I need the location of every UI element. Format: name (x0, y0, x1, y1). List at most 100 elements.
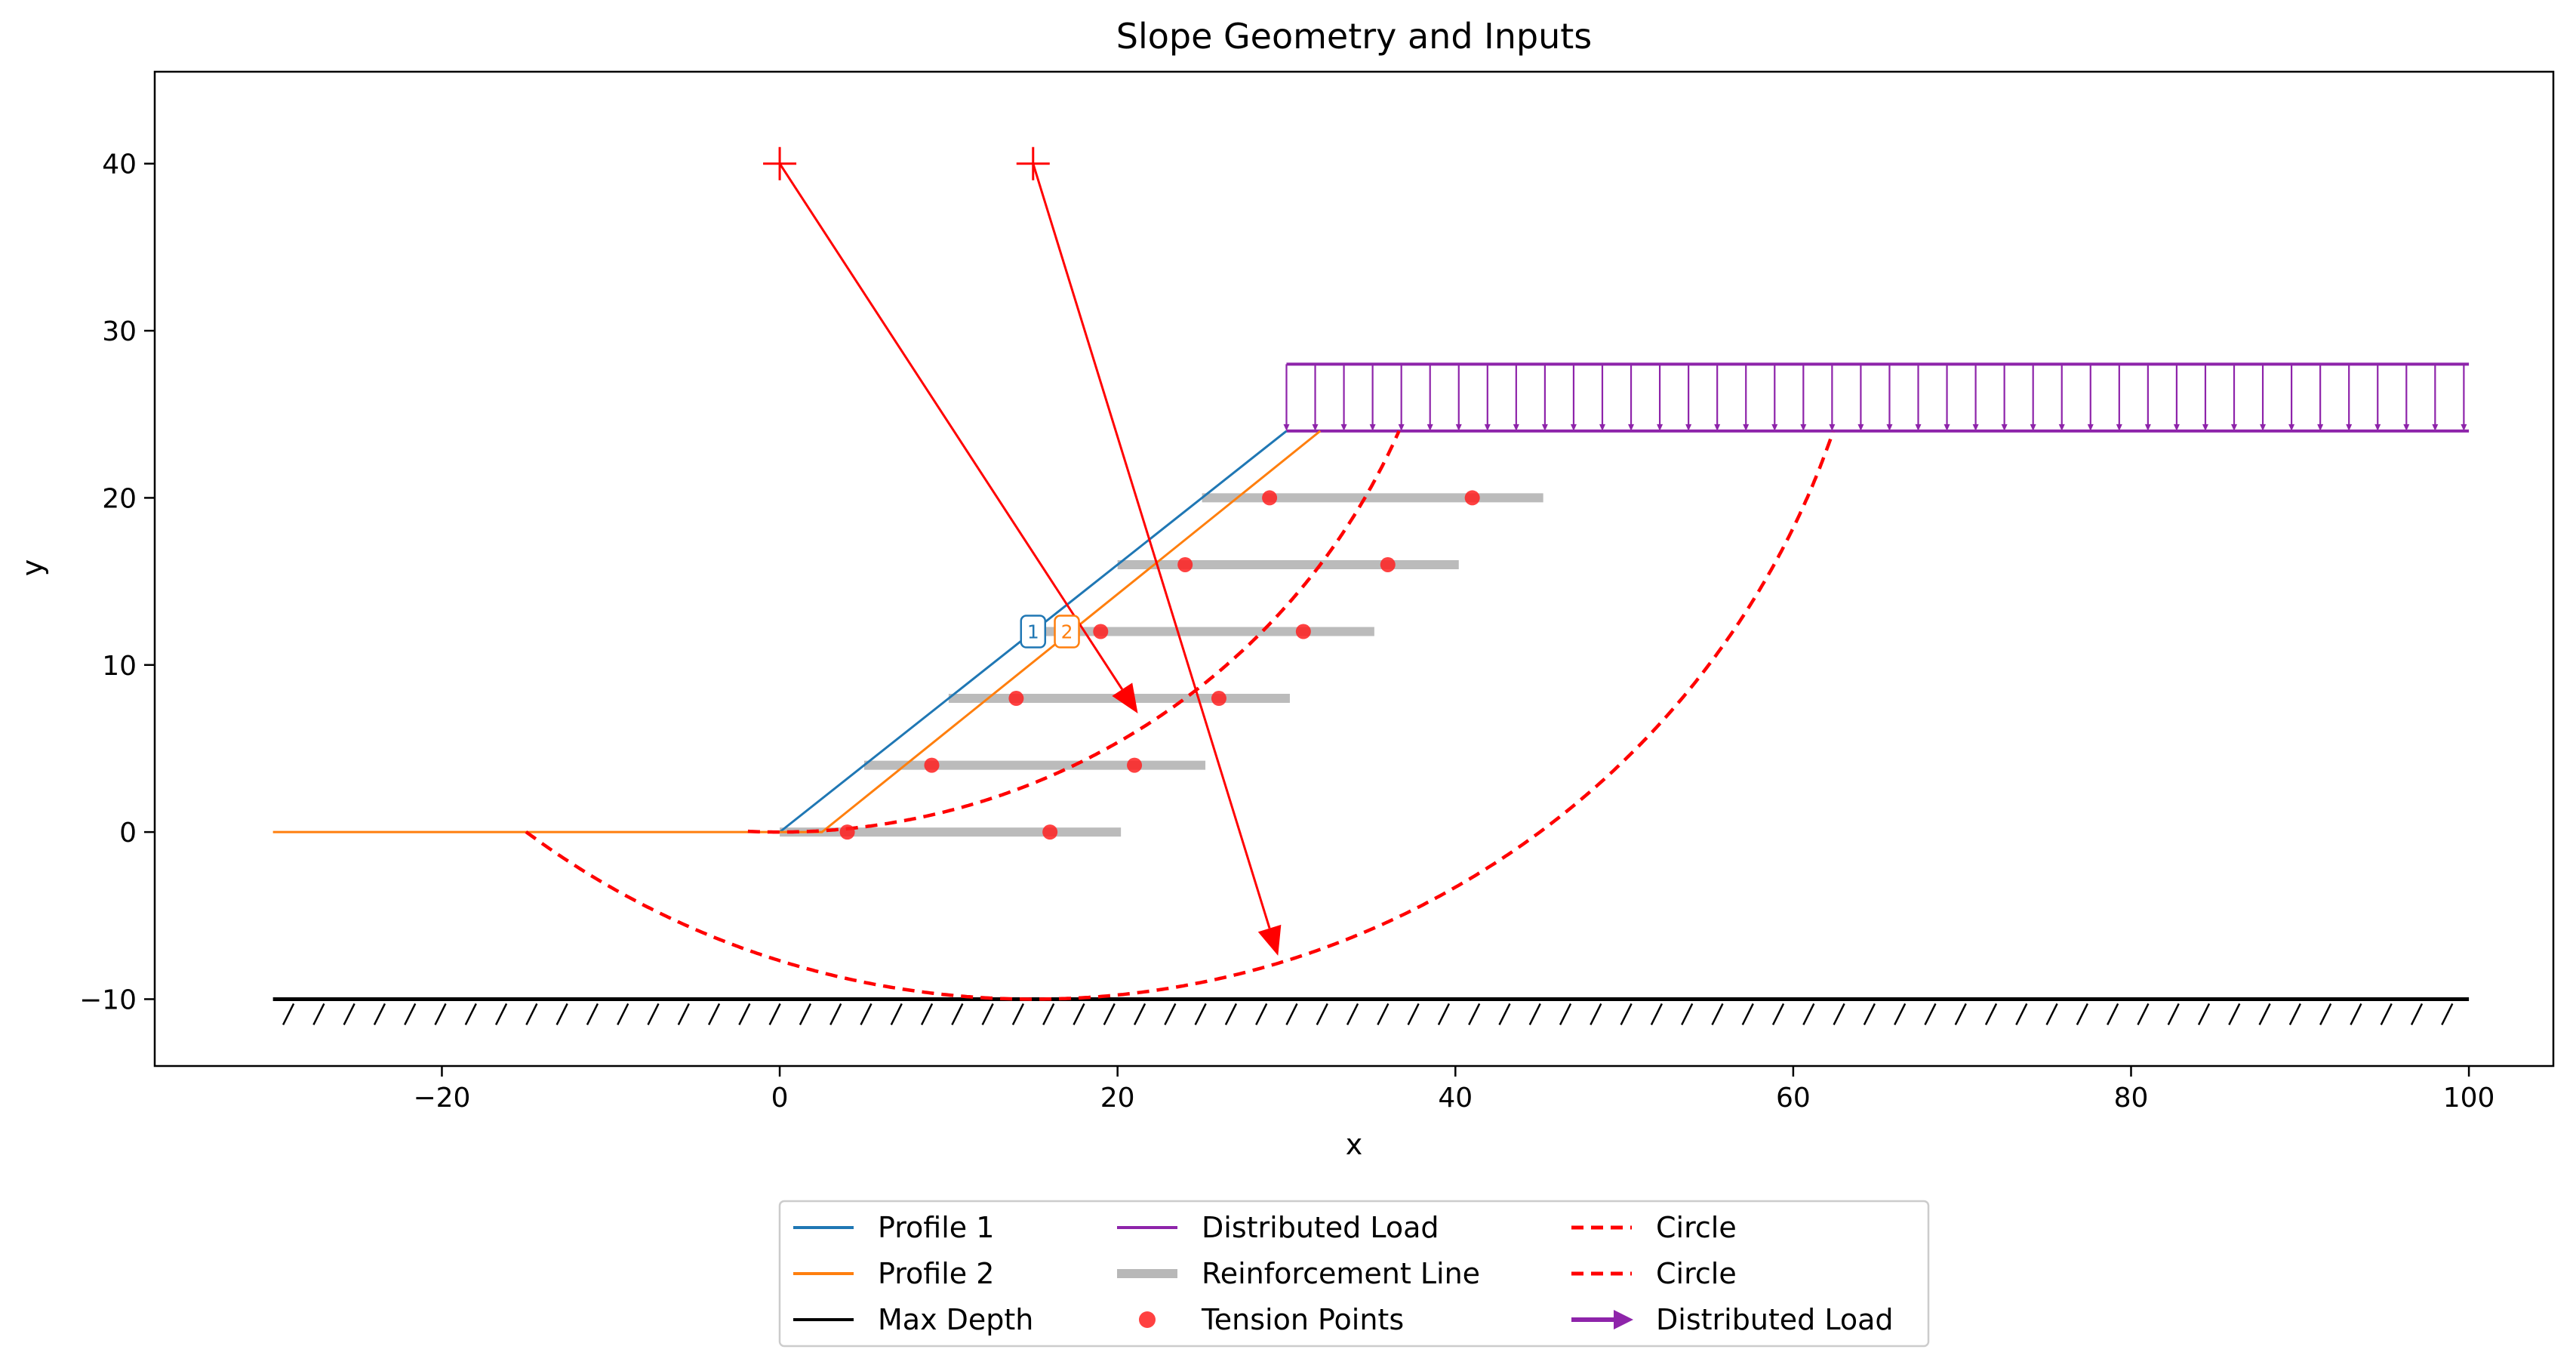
tension-point-10 (1262, 490, 1278, 506)
x-tick-label-2: 20 (1100, 1083, 1135, 1114)
load-arrow-head-26 (2030, 424, 2036, 431)
y-tick-label-5: 40 (102, 149, 137, 180)
load-arrow-head-21 (1886, 424, 1893, 431)
load-arrow-head-27 (2058, 424, 2065, 431)
profile-2-marker-label: 2 (1061, 621, 1073, 643)
tension-point-8 (1177, 556, 1193, 572)
load-arrow-head-40 (2432, 424, 2439, 431)
x-tick-label-5: 80 (2114, 1083, 2149, 1114)
circle-2-radius-arrow (1032, 163, 1271, 929)
load-arrow-head-29 (2116, 424, 2122, 431)
tension-point-4 (1008, 691, 1024, 707)
load-arrow-head-5 (1426, 424, 1433, 431)
profile-2-marker-box (1054, 615, 1080, 649)
load-arrow-head-37 (2346, 424, 2353, 431)
legend-label-4: Reinforcement Line (1202, 1257, 1480, 1290)
load-arrow-head-30 (2144, 424, 2151, 431)
legend: Profile 1 Profile 2 Max Depth Distributed L… (778, 1200, 1930, 1348)
tension-point-6 (1093, 624, 1109, 639)
legend-label-0: Profile 1 (878, 1211, 994, 1244)
tension-point-0 (839, 824, 855, 840)
y-tick-label-3: 20 (102, 483, 137, 514)
load-arrow-head-32 (2202, 424, 2208, 431)
load-arrow-head-9 (1541, 424, 1548, 431)
load-arrow-head-3 (1369, 424, 1376, 431)
x-tick-label-0: −20 (413, 1083, 470, 1114)
circle-2-center-marker (1016, 146, 1050, 180)
load-arrow-head-17 (1771, 424, 1778, 431)
circle-1-arc (747, 430, 1401, 834)
load-arrow-head-7 (1484, 424, 1491, 431)
circle-2-arc (525, 431, 1835, 1001)
axes-frame (153, 70, 2555, 1068)
tension-point-11 (1464, 490, 1480, 506)
tension-point-3 (1127, 757, 1143, 773)
load-arrow-head-22 (1915, 424, 1922, 431)
load-arrow-head-11 (1599, 424, 1605, 431)
x-axis-label: x (1346, 1128, 1363, 1161)
load-arrow-head-39 (2403, 424, 2410, 431)
load-arrow-head-35 (2288, 424, 2295, 431)
legend-label-3: Distributed Load (1202, 1211, 1439, 1244)
load-arrow-head-23 (1944, 424, 1950, 431)
legend-box (778, 1200, 1930, 1348)
load-arrow-head-16 (1743, 424, 1750, 431)
load-arrow-head-1 (1312, 424, 1319, 431)
y-tick-label-1: 0 (119, 818, 137, 849)
x-tick-label-6: 100 (2443, 1083, 2495, 1114)
load-arrow-head-13 (1657, 424, 1663, 431)
legend-handle-5 (1139, 1311, 1156, 1328)
tension-point-7 (1295, 624, 1311, 639)
axis-ticks: −20 0 20 40 60 80 100 −10 0 10 20 30 40 (79, 149, 2494, 1114)
profile-1-marker-label: 1 (1027, 621, 1039, 643)
load-arrow-head-25 (2001, 424, 2008, 431)
x-tick-label-1: 0 (771, 1083, 789, 1114)
load-arrow-head-12 (1628, 424, 1635, 431)
load-arrow-head-8 (1513, 424, 1519, 431)
load-arrow-head-41 (2461, 424, 2467, 431)
load-arrow-head-6 (1455, 424, 1462, 431)
load-arrow-head-31 (2173, 424, 2180, 431)
x-tick-label-3: 40 (1438, 1083, 1473, 1114)
circle-1-radius-arrow (778, 162, 1124, 690)
load-arrow-head-10 (1570, 424, 1577, 431)
legend-handle-8-head (1614, 1310, 1633, 1329)
load-arrow-head-19 (1829, 424, 1836, 431)
legend-label-2: Max Depth (878, 1303, 1033, 1336)
load-arrow-head-36 (2317, 424, 2324, 431)
load-arrow-head-4 (1398, 424, 1405, 431)
y-axis-label: y (16, 559, 49, 577)
circle-1-radius-arrowhead (1112, 682, 1138, 713)
load-arrow-head-38 (2374, 424, 2381, 431)
tension-point-9 (1380, 556, 1396, 572)
max-depth-hatch (282, 1003, 2454, 1026)
load-arrow-head-20 (1857, 424, 1864, 431)
profile-1-marker-box (1020, 615, 1047, 649)
tension-point-5 (1211, 691, 1226, 707)
x-tick-label-4: 60 (1776, 1083, 1811, 1114)
load-arrow-head-33 (2231, 424, 2238, 431)
legend-label-1: Profile 2 (878, 1257, 994, 1290)
y-tick-label-4: 30 (102, 316, 137, 347)
load-arrow-head-2 (1340, 424, 1347, 431)
load-arrow-head-18 (1800, 424, 1807, 431)
tension-point-1 (1042, 824, 1058, 840)
load-arrow-head-34 (2260, 424, 2267, 431)
legend-label-8: Distributed Load (1656, 1303, 1894, 1336)
load-arrow-head-0 (1283, 424, 1290, 431)
legend-label-6: Circle (1656, 1211, 1737, 1244)
y-tick-label-2: 10 (102, 651, 137, 682)
load-arrow-head-24 (1972, 424, 1979, 431)
profile-2-line (272, 430, 1322, 833)
legend-label-7: Circle (1656, 1257, 1737, 1290)
load-arrow-head-15 (1714, 424, 1721, 431)
load-arrow-head-28 (2087, 424, 2094, 431)
chart-title: Slope Geometry and Inputs (1116, 16, 1592, 57)
legend-label-5: Tension Points (1201, 1303, 1404, 1336)
y-tick-label-0: −10 (79, 984, 137, 1015)
load-arrow-head-14 (1685, 424, 1692, 431)
circle-2-radius-arrowhead (1257, 924, 1282, 956)
